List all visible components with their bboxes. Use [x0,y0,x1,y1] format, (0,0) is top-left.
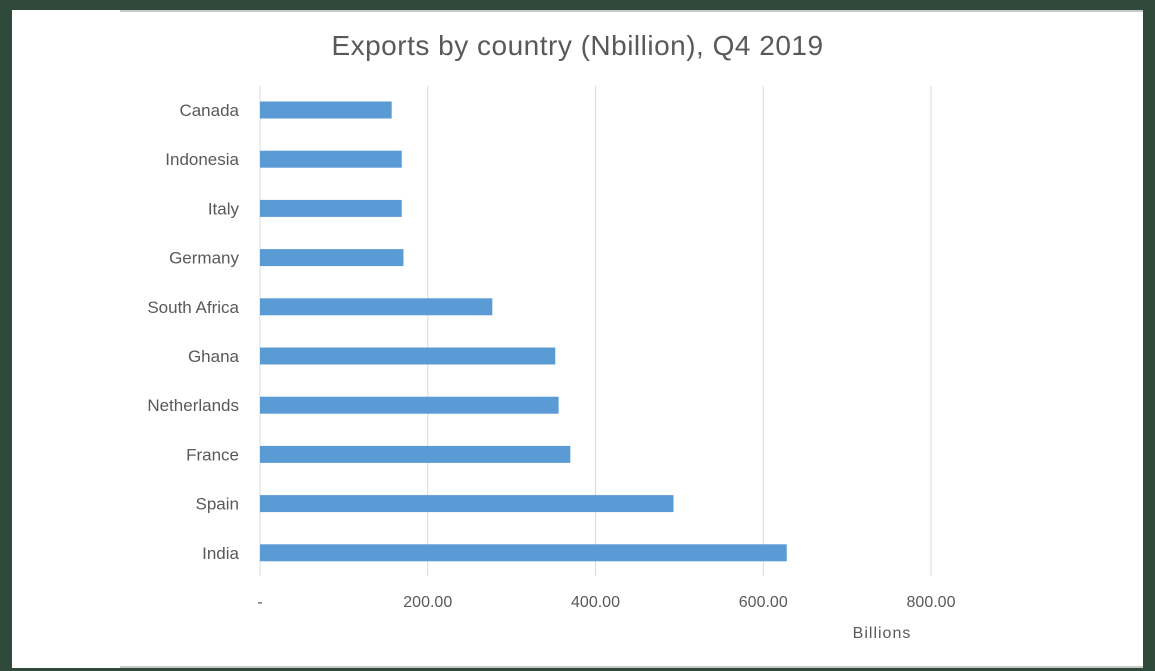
category-label: Spain [196,495,239,514]
category-label: Ghana [188,347,240,366]
bar [260,150,402,168]
bar [260,249,404,267]
x-tick-label: 600.00 [739,594,788,611]
x-tick-label: 800.00 [907,594,956,611]
category-label: South Africa [147,298,239,317]
category-label: India [202,544,239,563]
chart-frame: Exports by country (Nbillion), Q4 2019 I… [12,10,1143,668]
bar [260,101,392,119]
bar [260,396,559,414]
bar [260,298,493,316]
category-label: Italy [208,199,240,218]
category-label: France [186,445,239,464]
category-label: Netherlands [147,396,239,415]
bar [260,495,674,513]
chart-title: Exports by country (Nbillion), Q4 2019 [331,30,824,61]
frame-bottom-border [120,666,1143,668]
x-tick-label: 200.00 [403,594,452,611]
bar [260,445,571,463]
bar-chart: India Spain France Netherlands Ghana South Af… [147,86,956,642]
category-label: Indonesia [165,150,239,169]
frame-top-border [120,10,1143,12]
category-label: Canada [179,101,239,120]
category-label: Germany [169,249,239,268]
bar [260,199,402,217]
x-tick-label: 400.00 [571,594,620,611]
bar [260,347,556,365]
bar [260,544,787,562]
x-tick-label: - [257,594,262,611]
x-axis-title: Billions [853,625,912,642]
